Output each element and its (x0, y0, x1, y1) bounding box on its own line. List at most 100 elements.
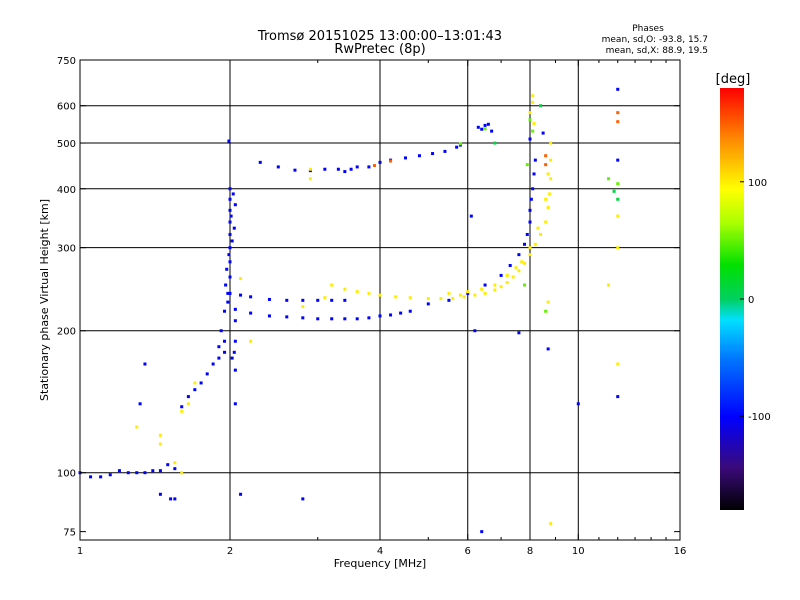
colorbar: [deg] 100 0 -100 (716, 72, 771, 510)
data-point (249, 311, 253, 315)
data-point (399, 311, 403, 315)
data-point (408, 309, 412, 313)
data-point (408, 296, 412, 300)
data-point (539, 232, 543, 236)
x-tick-label: 8 (527, 546, 533, 557)
gridlines (80, 60, 680, 540)
data-point (285, 298, 289, 302)
data-point (367, 316, 371, 320)
data-point (447, 291, 451, 295)
data-point (199, 381, 203, 385)
data-point (455, 145, 459, 149)
data-point (531, 129, 535, 133)
data-point (330, 283, 334, 287)
data-point (520, 260, 524, 264)
data-point (439, 297, 443, 301)
y-tick-label: 400 (57, 185, 76, 196)
y-tick-label: 75 (63, 528, 76, 539)
data-point (616, 158, 620, 162)
data-point (533, 158, 537, 162)
data-point (466, 291, 470, 295)
data-point (544, 197, 548, 201)
data-point (276, 165, 280, 169)
data-point (546, 206, 550, 210)
phase-o-stats: mean, sd,O: -93.8, 15.7 (602, 35, 708, 45)
colorbar-label: [deg] (716, 72, 751, 87)
x-axis-label: Frequency [MHz] (334, 557, 426, 570)
data-point (186, 395, 190, 399)
data-point (336, 167, 340, 171)
data-point (493, 141, 497, 145)
data-point (462, 295, 466, 299)
data-point (158, 492, 162, 496)
data-point (546, 300, 550, 304)
data-point (226, 300, 230, 304)
data-point (607, 283, 611, 287)
data-point (616, 120, 620, 124)
data-point (525, 163, 529, 167)
data-point (217, 356, 221, 360)
data-point (367, 165, 371, 169)
data-point (158, 469, 162, 473)
data-point (493, 283, 497, 287)
data-point (158, 433, 162, 437)
data-point (173, 467, 177, 471)
y-axis-label: Stationary phase Virtual Height [km] (38, 199, 51, 401)
data-point (229, 214, 233, 218)
data-point (173, 461, 177, 465)
data-point (316, 317, 320, 321)
data-point (193, 388, 197, 392)
data-point (389, 159, 393, 163)
data-point (426, 302, 430, 306)
data-point (228, 291, 232, 295)
data-point (232, 226, 236, 230)
x-tick-label: 6 (465, 546, 471, 557)
data-point (486, 122, 490, 126)
data-point (233, 402, 237, 406)
chart-title: Tromsø 20151025 13:00:00–13:01:43 (257, 29, 502, 44)
data-point (544, 154, 548, 158)
data-point (443, 149, 447, 153)
data-point (576, 402, 580, 406)
data-point (293, 168, 297, 172)
data-point (469, 214, 473, 218)
data-point (517, 331, 521, 335)
data-point (233, 203, 237, 207)
data-point (549, 141, 553, 145)
data-point (126, 471, 130, 475)
data-point (186, 402, 190, 406)
data-point (536, 226, 540, 230)
data-point (544, 220, 548, 224)
data-point (612, 189, 616, 193)
data-point (403, 156, 407, 160)
data-point (483, 283, 487, 287)
data-point (367, 291, 371, 295)
data-point (99, 475, 103, 479)
data-point (517, 253, 521, 257)
data-point (616, 87, 620, 91)
data-point (308, 167, 312, 171)
data-point (523, 261, 527, 265)
data-point (135, 471, 139, 475)
data-point (301, 305, 305, 309)
data-point (493, 288, 497, 292)
data-point (616, 362, 620, 366)
data-point (224, 283, 228, 287)
data-point (138, 402, 142, 406)
data-point (228, 275, 232, 279)
data-point (528, 137, 532, 141)
data-point (476, 125, 480, 129)
data-point (239, 277, 243, 281)
data-point (231, 192, 235, 196)
data-point (549, 177, 553, 181)
data-point (523, 242, 527, 246)
data-point (169, 497, 173, 501)
colorbar-tick-label: 0 (748, 295, 754, 306)
data-point (505, 273, 509, 277)
data-point (447, 298, 451, 302)
data-point (451, 297, 455, 301)
data-point (528, 118, 532, 122)
y-tick-label: 200 (57, 327, 76, 338)
data-point (531, 100, 535, 104)
